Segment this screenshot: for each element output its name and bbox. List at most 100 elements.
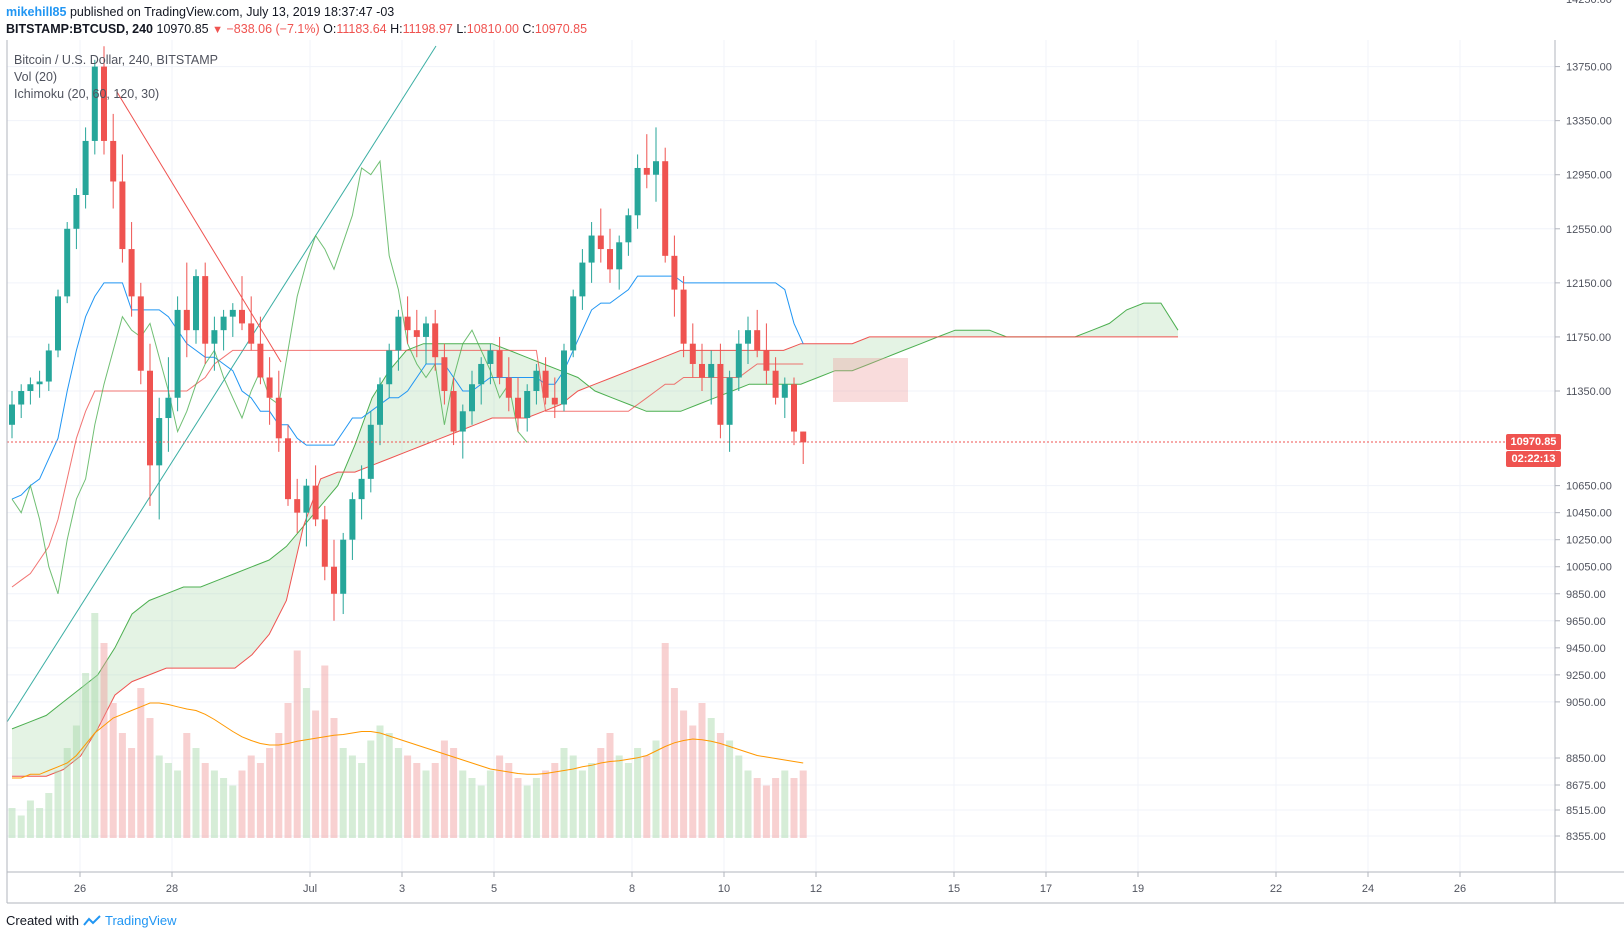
price-tick-label: 12950.00: [1566, 170, 1612, 182]
volume-bars: [8, 613, 807, 838]
volume-bar: [26, 800, 34, 838]
price-tick-label: 8675.00: [1566, 780, 1606, 792]
volume-bar: [174, 770, 182, 838]
footer: Created with TradingView: [6, 913, 177, 928]
candle: [285, 424, 291, 506]
volume-bar: [183, 733, 191, 838]
candle-body: [193, 276, 199, 331]
volume-bar: [661, 643, 669, 838]
candle-body: [791, 384, 797, 432]
price-tick-label: 11350.00: [1566, 386, 1611, 398]
candle-body: [404, 316, 411, 331]
candle: [781, 377, 788, 419]
candle-body: [459, 411, 466, 432]
candle: [248, 296, 255, 351]
candle-body: [588, 235, 595, 263]
price-tick-label: 8850.00: [1566, 753, 1606, 765]
price-tick-label: 13350.00: [1566, 116, 1612, 128]
price-change: −838.06 (−7.1%): [226, 22, 320, 36]
candle: [36, 370, 43, 398]
candle: [312, 465, 319, 527]
candle: [193, 269, 199, 344]
price-tick-label: 9650.00: [1566, 616, 1606, 628]
candle-body: [726, 377, 733, 425]
candle-body: [515, 397, 521, 419]
volume-bar: [772, 778, 780, 838]
down-arrow-icon: ▼: [212, 24, 224, 36]
candle-body: [101, 66, 107, 141]
candle-body: [9, 404, 15, 425]
volume-bar: [82, 673, 90, 838]
candle: [432, 309, 439, 371]
price-tick-label: 14250.00: [1566, 0, 1612, 6]
volume-bar: [376, 725, 384, 838]
candle: [745, 316, 751, 364]
candle: [496, 336, 503, 385]
candle-body: [653, 161, 659, 175]
candle: [321, 505, 328, 581]
volume-bar: [128, 748, 136, 838]
candle: [239, 276, 245, 331]
price-tick-label: 9450.00: [1566, 643, 1606, 655]
volume-bar: [753, 778, 761, 838]
candle-body: [377, 384, 383, 425]
last-price-tag: 10970.85: [1506, 434, 1561, 450]
candle: [55, 289, 61, 358]
created-with: Created with: [6, 913, 79, 928]
cloud-fill-bearish: [833, 358, 908, 402]
volume-bar: [54, 770, 62, 838]
volume-bar: [275, 733, 283, 838]
volume-bar: [624, 763, 632, 838]
candle-body: [266, 377, 273, 398]
legend-volume[interactable]: Vol (20): [14, 70, 58, 84]
candle: [708, 350, 715, 405]
legend-ichimoku[interactable]: Ichimoku (20, 60, 120, 30): [14, 87, 160, 101]
candle: [735, 330, 742, 391]
candle: [653, 127, 659, 202]
volume-bar: [238, 770, 246, 838]
legend-title[interactable]: Bitcoin / U.S. Dollar, 240, BITSTAMP: [14, 53, 219, 67]
price-tick-label: 9850.00: [1566, 589, 1606, 601]
candle-body: [579, 262, 586, 297]
volume-bar: [615, 755, 623, 838]
candle-body: [229, 309, 236, 317]
volume-bar: [17, 815, 25, 838]
volume-bar: [394, 748, 402, 838]
ichimoku-cloud: [11, 302, 1179, 777]
volume-bar: [781, 770, 789, 838]
volume-bar: [137, 688, 145, 838]
volume-bar: [348, 755, 356, 838]
volume-bar: [8, 808, 16, 838]
price-tick-label: 12150.00: [1566, 278, 1612, 290]
candle-body: [64, 228, 71, 297]
close-value: 10970.85: [534, 22, 588, 36]
candle-body: [505, 377, 512, 398]
candle-body: [55, 296, 61, 351]
candle: [791, 377, 797, 446]
volume-bar: [450, 748, 458, 838]
volume-bar: [413, 763, 421, 838]
candle-body: [643, 167, 650, 175]
candle: [689, 323, 696, 378]
tradingview-link[interactable]: TradingView: [104, 913, 177, 928]
candle-body: [524, 391, 531, 419]
volume-bar: [560, 748, 568, 838]
candle: [174, 296, 181, 412]
price-tick-label: 12550.00: [1566, 224, 1612, 236]
candle: [413, 309, 420, 358]
candle-body: [386, 350, 393, 385]
volume-bar: [229, 785, 237, 838]
publish-info: mikehill85 published on TradingView.com,…: [6, 5, 394, 19]
candle-body: [680, 289, 687, 344]
volume-bar: [155, 755, 163, 838]
time-tick-label: 10: [718, 883, 730, 895]
volume-bar: [588, 763, 596, 838]
volume-bar: [247, 755, 255, 838]
trendline-teal: [6, 45, 437, 723]
candle: [183, 262, 190, 358]
high-label: H:: [390, 22, 403, 36]
candle: [377, 377, 383, 446]
author-link[interactable]: mikehill85: [6, 5, 67, 19]
volume-bar: [302, 688, 310, 838]
